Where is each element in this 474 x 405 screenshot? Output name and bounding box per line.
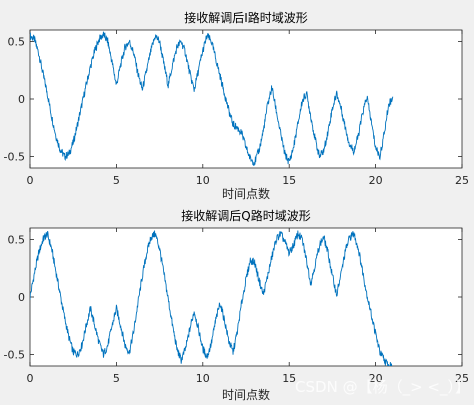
x-axis-label: 时间点数 [222,387,270,402]
x-tick-label: 15 [282,174,296,187]
series-group [30,31,394,167]
x-tick-label: 5 [113,174,120,187]
y-tick-label: -0.5 [4,349,25,362]
subplot-i-channel: 接收解调后I路时域波形 时间点数 0 5 10 15 20 250.50-0.5 [4,10,469,201]
x-tick-label: 0 [27,174,34,187]
x-tick-label: 5 [113,372,120,385]
x-tick-label: 15 [282,372,296,385]
y-tick-label: -0.5 [4,151,25,164]
plot-area [29,227,463,367]
x-tick-label: 20 [369,174,383,187]
y-tick-label: 0.5 [8,36,26,49]
series-line [30,230,393,366]
subplot-q-channel: 接收解调后Q路时域波形 时间点数 0 5 10 15 20 250.50-0.5 [4,208,469,402]
series-line [30,31,394,167]
x-tick-label: 10 [196,372,210,385]
chart-title: 接收解调后Q路时域波形 [181,208,310,223]
y-tick-label: 0 [18,291,25,304]
y-tick-label: 0 [18,93,25,106]
x-tick-label: 0 [27,372,34,385]
y-tick-label: 0.5 [8,234,26,247]
x-tick-label: 25 [455,174,469,187]
x-tick-label: 25 [455,372,469,385]
series-group [30,230,393,366]
axis-ticks: 0 5 10 15 20 250.50-0.5 [4,228,469,385]
x-tick-label: 10 [196,174,210,187]
x-tick-label: 20 [369,372,383,385]
chart-title: 接收解调后I路时域波形 [184,10,308,25]
x-axis-label: 时间点数 [222,186,270,201]
watermark: CSDN @【杨（_> <_）】 [295,378,470,397]
